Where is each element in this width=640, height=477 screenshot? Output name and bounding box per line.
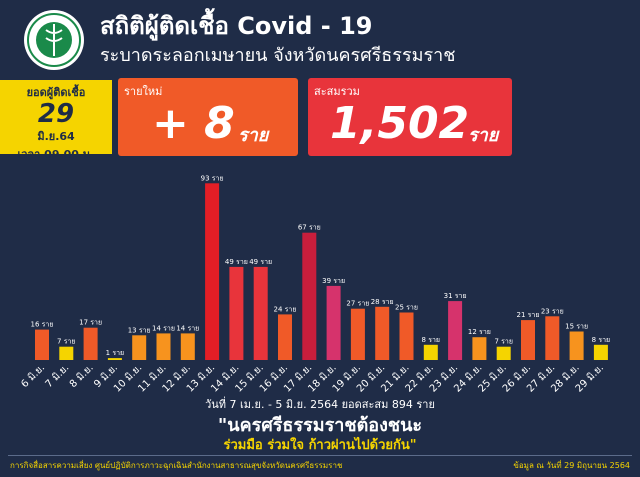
new-cases-value: + 8 <box>152 98 235 149</box>
bar-value-label: 15 ราย <box>565 323 588 331</box>
bar-value-label: 16 ราย <box>31 321 54 329</box>
bar-value-label: 17 ราย <box>79 319 102 327</box>
cumulative-box: สะสมรวม 1,502 ราย <box>308 78 512 156</box>
date-box-label: ยอดผู้ติดเชื้อ <box>26 86 86 99</box>
bar-value-label: 93 ราย <box>201 174 224 182</box>
bar-1 <box>35 329 49 360</box>
bar-value-label: 49 ราย <box>249 258 272 266</box>
bar-value-label: 7 ราย <box>494 338 512 346</box>
bar-15 <box>375 306 390 360</box>
new-cases-box: รายใหม่ + 8 ราย <box>118 78 298 156</box>
bar-value-label: 8 ราย <box>592 336 610 344</box>
cumulative-value: 1,502 <box>330 98 470 149</box>
date-box: ยอดผู้ติดเชื้อ 29 มิ.ย.64 เวลา 09.00 น. <box>0 80 112 161</box>
slogan-line-2: ร่วมมือ ร่วมใจ ก้าวผ่านไปด้วยกัน" <box>223 438 417 453</box>
bar-10 <box>253 266 268 360</box>
x-tick-label: 6 มิ.ย. <box>19 362 47 390</box>
bar-11 <box>278 314 292 360</box>
bar-value-label: 14 ราย <box>176 324 199 332</box>
cumulative-label: สะสมรวม <box>314 85 360 98</box>
bar-12 <box>302 232 317 360</box>
daily-cases-chart: 16 ราย 6 มิ.ย. 7 ราย 7 มิ.ย. 17 ราย 8 มิ.ย. 1 … <box>19 174 610 394</box>
bar-value-label: 25 ราย <box>395 304 418 312</box>
bar-value-label: 49 ราย <box>225 258 248 266</box>
bar-14 <box>350 308 365 360</box>
footer-source: การกิจสื่อสารความเสี่ยง ศูนย์ปฏิบัติการภ… <box>10 461 343 470</box>
page-subtitle: ระบาดระลอกเมษายน จังหวัดนครศรีธรรมราช <box>100 45 456 66</box>
bar-3 <box>83 327 98 360</box>
date-box-month: มิ.ย.64 <box>37 130 75 143</box>
bar-2 <box>59 346 74 360</box>
bar-value-label: 23 ราย <box>541 307 564 315</box>
bar-16 <box>399 312 414 360</box>
date-box-day: 29 <box>37 99 75 129</box>
bar-value-label: 67 ราย <box>298 224 321 232</box>
cumulative-unit: ราย <box>468 125 499 146</box>
bar-value-label: 39 ราย <box>322 277 345 285</box>
bar-17 <box>423 344 438 360</box>
date-box-time: เวลา 09.00 น. <box>17 148 95 161</box>
x-tick-label: 7 มิ.ย. <box>44 362 72 390</box>
bar-6 <box>156 333 171 360</box>
bar-value-label: 24 ราย <box>274 305 297 313</box>
bar-value-label: 21 ราย <box>517 311 540 319</box>
bar-24 <box>593 344 608 360</box>
bar-23 <box>569 331 584 360</box>
page-title: สถิติผู้ติดเชื้อ Covid - 19 <box>100 12 373 40</box>
bar-value-label: 1 ราย <box>106 349 124 357</box>
bar-9 <box>229 266 244 360</box>
bar-value-label: 28 ราย <box>371 298 394 306</box>
bar-20 <box>496 346 511 360</box>
bar-value-label: 8 ราย <box>422 336 440 344</box>
new-cases-unit: ราย <box>238 125 269 146</box>
bar-value-label: 12 ราย <box>468 328 491 336</box>
x-tick-label: 8 มิ.ย. <box>68 362 96 390</box>
bar-13 <box>326 285 341 360</box>
bar-18 <box>448 301 463 360</box>
bar-19 <box>472 337 487 360</box>
slogan-line-1: "นครศรีธรรมราชต้องชนะ <box>217 415 423 436</box>
footer-divider <box>8 455 632 456</box>
bar-value-label: 31 ราย <box>444 292 467 300</box>
bar-21 <box>521 320 535 360</box>
bar-8 <box>205 183 220 360</box>
new-cases-label: รายใหม่ <box>124 85 163 98</box>
bar-4 <box>107 358 122 360</box>
bar-value-label: 14 ราย <box>152 324 175 332</box>
bar-22 <box>545 316 560 360</box>
range-text: วันที่ 7 เม.ย. - 5 มิ.ย. 2564 ยอดสะสม 89… <box>205 398 435 411</box>
bar-5 <box>132 335 147 360</box>
bar-7 <box>180 333 195 360</box>
footer-date: ข้อมูล ณ วันที่ 29 มิถุนายน 2564 <box>513 461 630 470</box>
bar-value-label: 13 ราย <box>128 326 151 334</box>
moph-logo <box>24 10 84 70</box>
bar-value-label: 7 ราย <box>57 338 75 346</box>
bar-value-label: 27 ราย <box>346 300 369 308</box>
